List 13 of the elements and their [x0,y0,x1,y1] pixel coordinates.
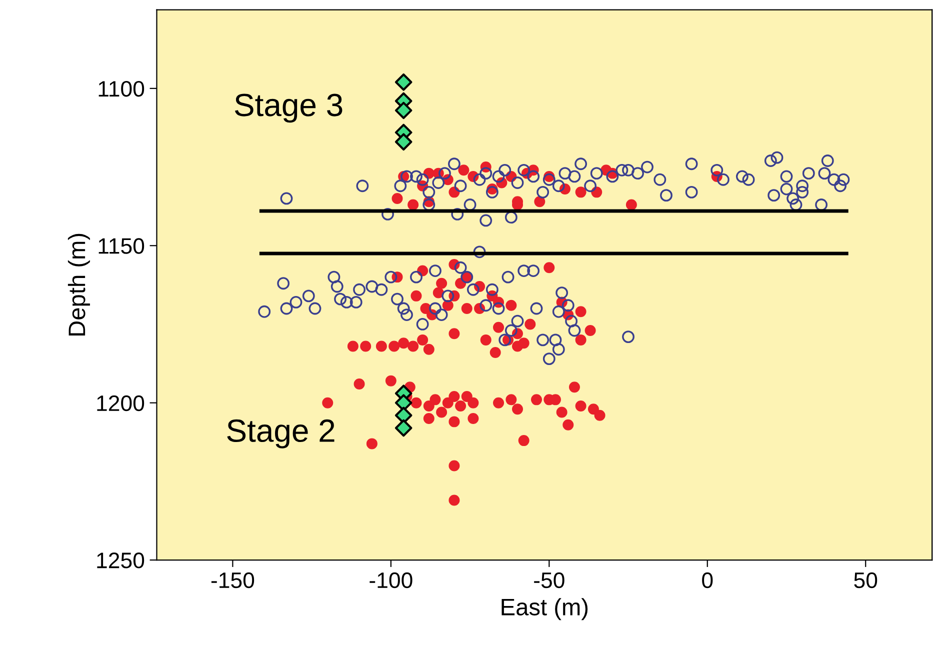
annotation: Stage 3 [234,94,342,123]
x-tick-label: 0 [702,572,713,588]
x-tick-label: -50 [534,572,564,588]
annotation: Stage 2 [227,419,334,448]
x-tick-label: -100 [370,572,412,588]
y-axis-title: Depth (m) [68,234,90,336]
y-tick-label: 1250 [97,552,144,568]
y-tick-label: 1200 [97,395,144,412]
x-tick-label: 50 [854,572,878,588]
x-tick-label: -150 [211,572,254,588]
x-axis-title: East (m) [502,598,588,620]
y-tick-label: 1150 [98,238,144,254]
y-tick-label: 1100 [98,80,144,97]
